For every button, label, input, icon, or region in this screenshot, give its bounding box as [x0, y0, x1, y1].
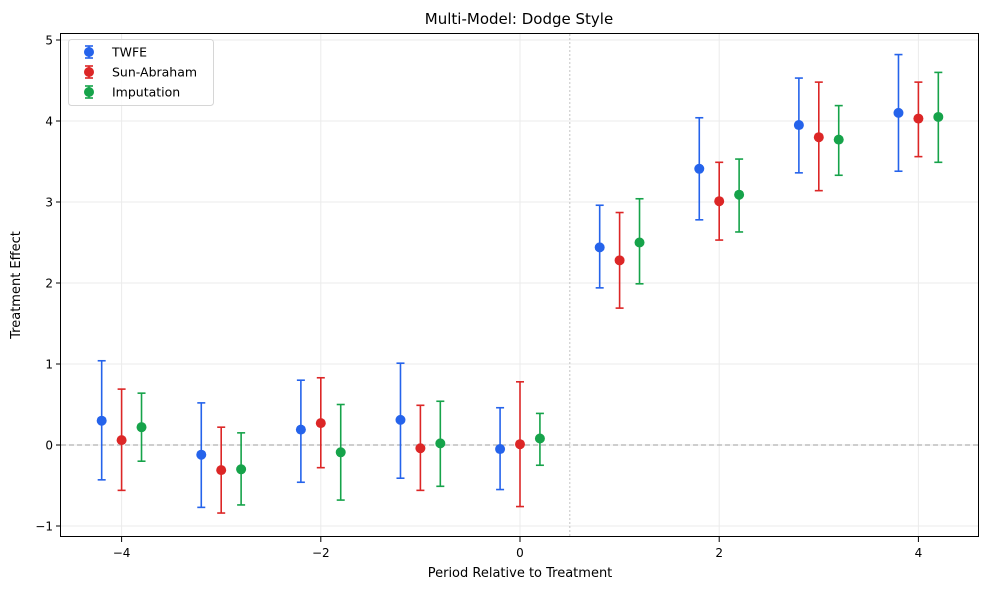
x-tick-label: 0	[516, 546, 524, 560]
series-sun-abraham	[116, 81, 924, 514]
data-point	[793, 120, 804, 131]
x-tick-label: 4	[915, 546, 923, 560]
plot-frame	[60, 33, 979, 537]
legend-label: Sun-Abraham	[112, 65, 197, 80]
legend-label: Imputation	[112, 85, 180, 100]
data-point	[634, 237, 645, 248]
y-axis: −1 0 1 2 3 4 5	[35, 34, 61, 534]
data-point	[495, 444, 506, 455]
x-tick-label: −4	[113, 546, 131, 560]
x-tick-label: 2	[715, 546, 723, 560]
data-point	[196, 449, 207, 460]
data-point	[933, 111, 944, 122]
data-point	[893, 107, 904, 118]
data-point	[116, 435, 127, 446]
legend-entry: Imputation	[84, 85, 180, 100]
y-tick-label: 1	[45, 358, 53, 372]
legend-marker-icon	[84, 87, 94, 97]
y-tick-label: −1	[35, 520, 53, 534]
plot-marks	[96, 53, 944, 514]
chart-title: Multi-Model: Dodge Style	[425, 10, 613, 28]
legend-marker-icon	[84, 47, 94, 57]
x-axis: −4 −2 0 2 4	[113, 537, 922, 560]
legend: TWFE Sun-Abraham Imputation	[68, 39, 214, 106]
y-axis-label: Treatment Effect	[9, 231, 24, 340]
series-twfe	[96, 53, 904, 509]
data-point	[813, 132, 824, 143]
legend-label: TWFE	[111, 45, 147, 60]
legend-marker-icon	[84, 67, 94, 77]
data-point	[534, 433, 545, 444]
y-tick-label: 4	[45, 115, 53, 129]
data-point	[335, 447, 346, 458]
data-point	[315, 418, 326, 429]
legend-box	[68, 39, 214, 106]
data-point	[694, 163, 705, 174]
data-point	[395, 414, 406, 425]
data-point	[913, 113, 924, 124]
data-point	[236, 464, 247, 475]
data-point	[295, 424, 306, 435]
data-point	[96, 415, 107, 426]
legend-entry: Sun-Abraham	[84, 65, 197, 80]
data-point	[515, 439, 525, 450]
data-point	[614, 255, 625, 266]
y-tick-label: 2	[45, 277, 53, 291]
data-point	[734, 189, 745, 200]
data-point	[216, 465, 227, 476]
data-point	[833, 134, 844, 145]
legend-entry: TWFE	[84, 45, 147, 60]
y-tick-label: 5	[45, 34, 53, 48]
data-point	[136, 422, 147, 433]
data-point	[714, 196, 725, 207]
y-tick-label: 0	[45, 439, 53, 453]
x-tick-label: −2	[312, 546, 330, 560]
x-axis-label: Period Relative to Treatment	[428, 566, 613, 581]
series-imputation	[136, 71, 944, 506]
data-point	[415, 443, 426, 454]
y-tick-label: 3	[45, 196, 53, 210]
data-point	[435, 438, 446, 449]
data-point	[594, 242, 605, 253]
